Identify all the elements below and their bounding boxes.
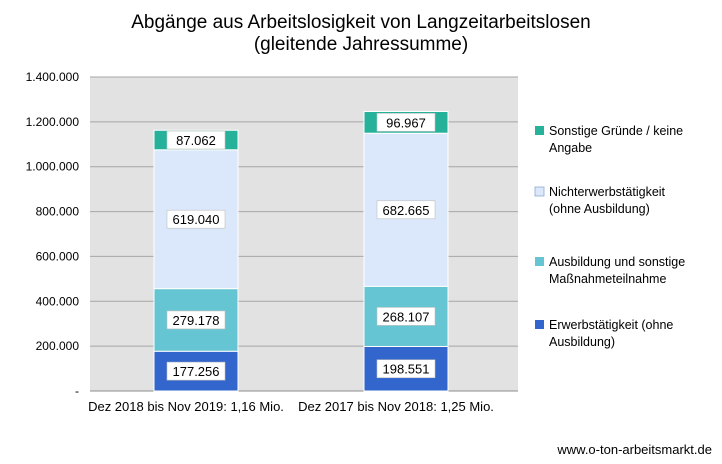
chart-title-line: (gleitende Jahressumme) — [254, 34, 468, 55]
data-label: 96.967 — [386, 115, 426, 130]
data-label: 198.551 — [383, 362, 430, 377]
y-tick-label: 800.000 — [36, 205, 80, 219]
legend-label: Sonstige Gründe / keine — [549, 124, 683, 138]
data-label: 177.256 — [173, 364, 220, 379]
legend-swatch — [535, 257, 544, 266]
x-tick-label: Dez 2018 bis Nov 2019: 1,16 Mio. — [88, 399, 284, 414]
y-tick-label: 1.000.000 — [26, 160, 80, 174]
legend-label: Angabe — [549, 141, 592, 155]
data-label: 682.665 — [383, 203, 430, 218]
y-tick-label: 200.000 — [36, 339, 80, 353]
data-label-box — [166, 209, 226, 229]
legend-label: Maßnahmeteilnahme — [549, 272, 666, 286]
legend-swatch — [534, 186, 545, 197]
legend-swatch — [535, 126, 544, 135]
data-label-box — [166, 361, 226, 381]
legend-label: Ausbildung und sonstige — [549, 255, 685, 269]
data-label-box — [376, 200, 436, 220]
data-label-box — [166, 130, 226, 150]
legend-label: Nichterwerbstätigkeit — [549, 185, 666, 199]
y-tick-label: 400.000 — [36, 294, 80, 308]
data-label-box — [376, 113, 436, 132]
data-label: 279.178 — [173, 313, 220, 328]
y-tick-label: 1.200.000 — [26, 115, 80, 129]
legend-label: Ausbildung) — [549, 335, 615, 349]
legend-swatch — [535, 320, 544, 329]
footer-url: www.o-ton-arbeitsmarkt.de — [556, 442, 712, 457]
legend-label: (ohne Ausbildung) — [549, 202, 650, 216]
y-tick-label: 1.400.000 — [26, 70, 80, 84]
data-label: 268.107 — [383, 309, 430, 324]
chart-title-line: Abgänge aus Arbeitslosigkeit von Langzei… — [131, 12, 590, 33]
y-tick-label: - — [75, 384, 79, 398]
data-label: 87.062 — [176, 133, 216, 148]
data-label: 619.040 — [173, 212, 220, 227]
y-tick-label: 600.000 — [36, 249, 80, 263]
legend-label: Erwerbstätigkeit (ohne — [549, 318, 673, 332]
data-label-box — [376, 359, 436, 379]
data-label-box — [376, 307, 436, 326]
x-tick-label: Dez 2017 bis Nov 2018: 1,25 Mio. — [298, 399, 494, 414]
data-label-box — [166, 310, 226, 330]
